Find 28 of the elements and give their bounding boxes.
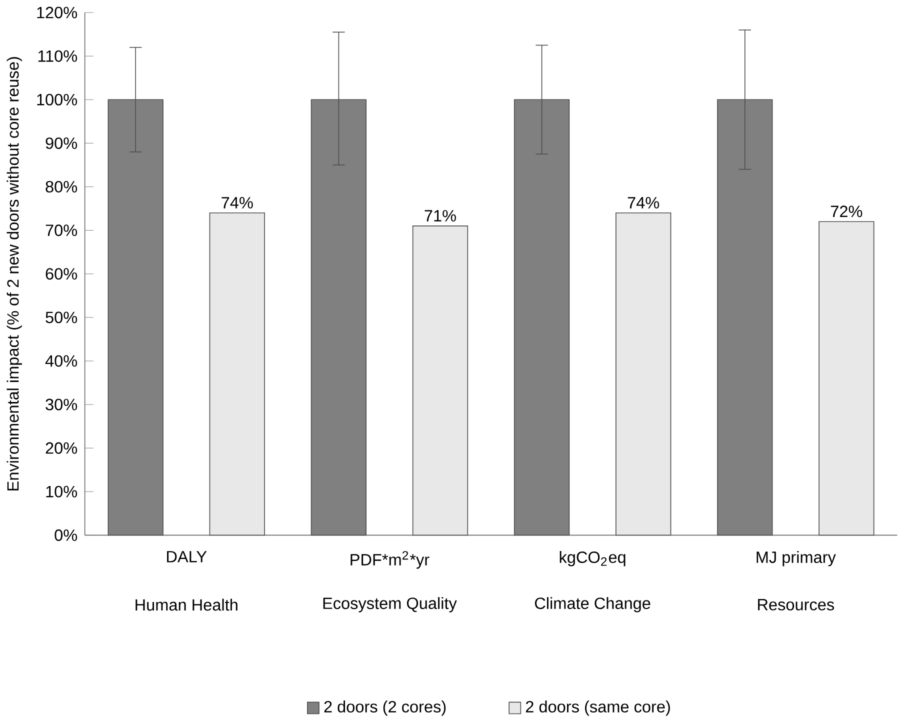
text: Ecosystem Quality xyxy=(323,597,457,613)
y-tick-label: 40% xyxy=(45,355,78,367)
x-tick-label: DALY xyxy=(167,551,207,563)
legend-label: 2 doors (2 cores) xyxy=(324,700,446,716)
y-tick-label: 50% xyxy=(46,312,78,324)
y-axis-title: Environmental impact (% of 2 new doors without core reuse) xyxy=(6,57,22,491)
data-label: 71% xyxy=(424,210,456,222)
y-tick-label: 90% xyxy=(46,138,78,150)
legend-label: 2 doors (same core) xyxy=(526,700,670,716)
y-tick-label: 10% xyxy=(46,486,78,498)
y-tick-label: 60% xyxy=(46,268,78,280)
y-tick-label: 100% xyxy=(37,94,78,106)
y-tick-label: 0% xyxy=(54,530,78,542)
x-tick-label: MJ primary xyxy=(756,551,836,566)
data-label: 72% xyxy=(830,206,862,218)
text: Human Health xyxy=(136,598,238,611)
y-tick-label: 30% xyxy=(46,398,78,411)
x-tick-label: kgCO$_{2}$eq xyxy=(560,551,626,566)
text: Resources xyxy=(758,599,834,611)
x-tick-label: PDF*m$^{2}$*yr xyxy=(350,551,430,569)
y-tick-label: 120% xyxy=(37,7,78,19)
y-tick-label: 110% xyxy=(38,50,78,62)
y-tick-label: 80% xyxy=(46,181,78,193)
y-tick-label: 70% xyxy=(46,224,78,236)
text: Climate Change xyxy=(534,597,650,613)
data-label: 74% xyxy=(628,197,660,209)
data-label: 74% xyxy=(222,197,253,209)
y-tick-label: 20% xyxy=(46,442,78,454)
